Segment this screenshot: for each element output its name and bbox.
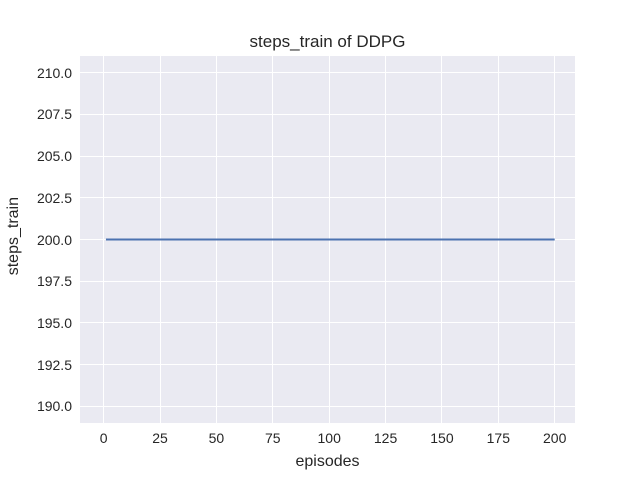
x-axis-label: episodes [295,453,360,470]
x-tick-label: 200 [543,430,567,446]
x-tick-label: 50 [208,430,225,446]
x-tick-label: 150 [430,430,454,446]
y-tick-label: 210.0 [36,64,72,81]
chart-title: steps_train of DDPG [249,32,406,51]
y-tick-label: 190.0 [36,398,72,415]
gridline-horizontal [80,405,575,407]
gridline-horizontal [80,113,575,115]
x-tick-label: 25 [152,430,168,446]
x-tick-label: 0 [99,430,108,446]
plot-area [80,56,575,423]
gridline-horizontal [80,280,575,282]
gridline-horizontal [80,72,575,74]
x-tick-label: 75 [265,430,281,446]
y-tick-label: 202.5 [36,189,72,206]
x-tick-label: 175 [486,430,510,446]
gridline-horizontal [80,364,575,366]
x-tick-label: 125 [373,430,398,446]
y-tick-label: 207.5 [36,106,72,123]
gridline-horizontal [80,197,575,199]
y-axis-label: steps_train [5,197,22,276]
y-tick-label: 192.5 [36,356,72,373]
x-tick-label: 100 [317,430,341,446]
gridline-horizontal [80,155,575,157]
gridline-horizontal [80,322,575,324]
y-tick-label: 200.0 [36,231,72,248]
series-layer [105,238,555,241]
y-tick-label: 205.0 [36,148,72,165]
y-tick-label: 195.0 [36,314,72,331]
y-tick-label: 197.5 [36,273,72,290]
